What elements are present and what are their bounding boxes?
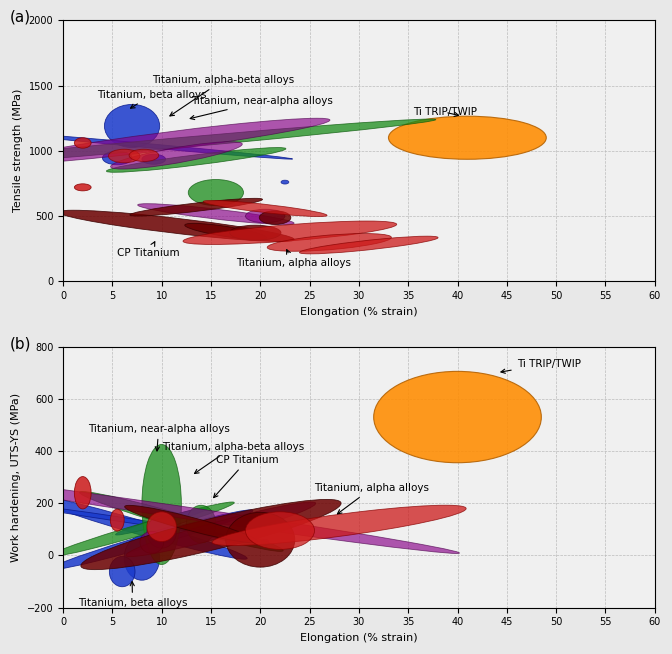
Ellipse shape (188, 179, 243, 205)
Text: Titanium, alpha alloys: Titanium, alpha alloys (314, 483, 429, 514)
Ellipse shape (3, 118, 330, 164)
Y-axis label: Work hardening, UTS-YS (MPa): Work hardening, UTS-YS (MPa) (11, 392, 21, 562)
Ellipse shape (110, 509, 124, 531)
Ellipse shape (124, 536, 160, 580)
Text: CP Titanium: CP Titanium (117, 242, 180, 258)
Ellipse shape (300, 236, 438, 254)
Text: (b): (b) (10, 336, 32, 351)
Ellipse shape (75, 477, 91, 509)
Ellipse shape (0, 473, 460, 553)
Ellipse shape (50, 510, 253, 570)
Ellipse shape (267, 233, 391, 251)
Ellipse shape (374, 371, 542, 463)
Ellipse shape (27, 494, 247, 559)
Text: Titanium, alpha alloys: Titanium, alpha alloys (236, 250, 351, 268)
Ellipse shape (1, 132, 292, 159)
Ellipse shape (388, 116, 546, 160)
Ellipse shape (79, 492, 283, 551)
Ellipse shape (124, 506, 258, 543)
Ellipse shape (0, 119, 436, 167)
Ellipse shape (183, 221, 396, 245)
Ellipse shape (10, 503, 224, 535)
Ellipse shape (245, 512, 314, 549)
Ellipse shape (110, 557, 135, 587)
Text: Titanium, alpha-beta alloys: Titanium, alpha-beta alloys (162, 442, 304, 473)
Ellipse shape (102, 151, 132, 165)
Ellipse shape (50, 502, 235, 557)
Text: Titanium, alpha-beta alloys: Titanium, alpha-beta alloys (152, 75, 294, 116)
Ellipse shape (58, 210, 294, 241)
Ellipse shape (104, 105, 160, 148)
Ellipse shape (186, 506, 216, 543)
Text: CP Titanium: CP Titanium (214, 455, 278, 498)
Ellipse shape (140, 532, 163, 553)
Ellipse shape (126, 502, 316, 557)
Ellipse shape (142, 154, 165, 164)
Ellipse shape (245, 209, 285, 223)
Ellipse shape (106, 148, 286, 172)
Ellipse shape (147, 516, 177, 548)
Ellipse shape (111, 142, 243, 169)
Ellipse shape (204, 200, 327, 216)
Text: Titanium, beta alloys: Titanium, beta alloys (97, 90, 207, 108)
Ellipse shape (75, 184, 91, 191)
X-axis label: Elongation (% strain): Elongation (% strain) (300, 633, 418, 643)
Text: Titanium, beta alloys: Titanium, beta alloys (78, 581, 187, 608)
Ellipse shape (212, 506, 466, 545)
Text: Titanium, near-alpha alloys: Titanium, near-alpha alloys (87, 424, 230, 451)
Ellipse shape (142, 445, 181, 564)
Y-axis label: Tensile strength (MPa): Tensile strength (MPa) (13, 89, 23, 213)
Ellipse shape (116, 508, 208, 535)
Ellipse shape (261, 539, 269, 545)
X-axis label: Elongation (% strain): Elongation (% strain) (300, 307, 418, 317)
Ellipse shape (130, 198, 263, 216)
Ellipse shape (81, 500, 341, 570)
Ellipse shape (226, 512, 295, 567)
Ellipse shape (281, 180, 289, 184)
Ellipse shape (138, 203, 294, 224)
Text: (a): (a) (10, 10, 31, 25)
Ellipse shape (129, 149, 159, 162)
Ellipse shape (147, 512, 177, 542)
Ellipse shape (259, 211, 291, 224)
Text: Titanium, near-alpha alloys: Titanium, near-alpha alloys (190, 96, 333, 120)
Ellipse shape (108, 149, 140, 163)
Ellipse shape (75, 138, 91, 148)
Text: Ti TRIP/TWIP: Ti TRIP/TWIP (501, 358, 581, 373)
Ellipse shape (230, 225, 281, 240)
Ellipse shape (185, 224, 267, 239)
Text: Ti TRIP/TWIP: Ti TRIP/TWIP (413, 107, 477, 117)
